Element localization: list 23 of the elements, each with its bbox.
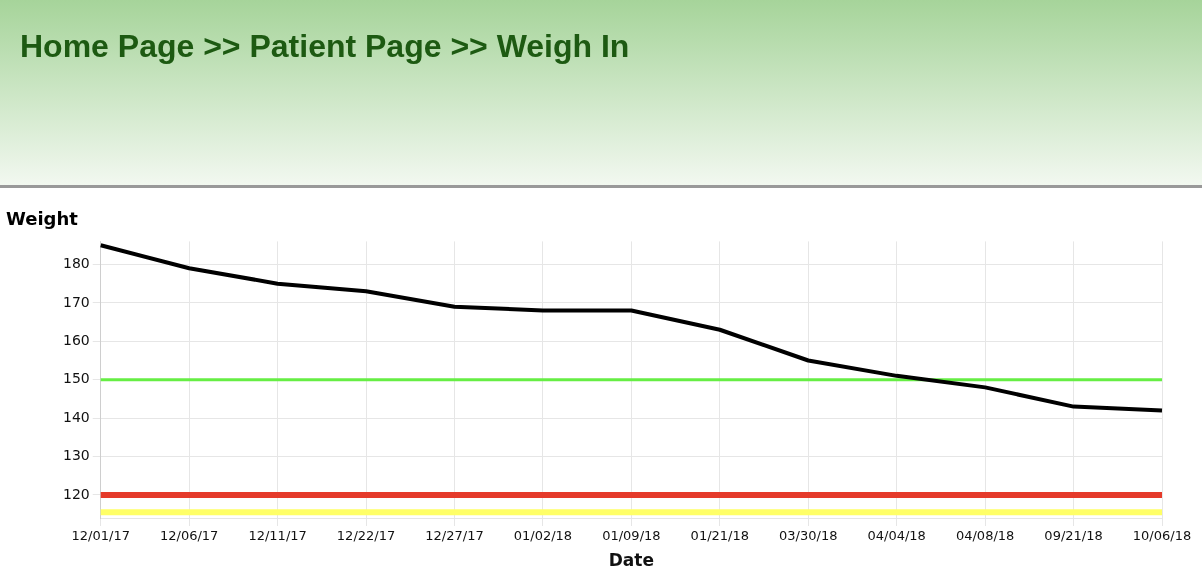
x-tick-label: 09/21/18 (1044, 528, 1103, 544)
x-tick-label: 03/30/18 (779, 528, 838, 544)
y-tick-label: 180 (62, 255, 90, 272)
x-tick-label: 12/06/17 (159, 528, 219, 544)
x-tick-label: 01/02/18 (513, 528, 573, 544)
y-tick-label: 120 (62, 485, 90, 502)
y-tick-label: 150 (62, 370, 90, 387)
chart-title: Home Page >> Patient Page >> Weigh In (19, 27, 631, 65)
x-tick-label: 12/11/17 (248, 528, 307, 544)
x-tick-label: 04/08/18 (955, 528, 1015, 544)
x-tick-label: 12/27/17 (425, 528, 484, 544)
y-axis-title: Weight (6, 208, 78, 229)
y-tick-label: 170 (62, 293, 90, 310)
y-tick-label: 130 (62, 447, 90, 464)
x-axis-title: Date (608, 550, 654, 571)
x-tick-label: 01/09/18 (602, 528, 661, 544)
x-tick-label: 04/04/18 (867, 528, 926, 544)
x-tick-label: 12/01/17 (71, 528, 130, 544)
x-tick-label: 10/06/18 (1132, 528, 1192, 544)
y-tick-label: 160 (62, 331, 90, 348)
x-tick-label: 01/21/18 (690, 528, 749, 544)
x-tick-label: 12/22/17 (336, 528, 396, 544)
y-tick-label: 140 (62, 408, 90, 425)
